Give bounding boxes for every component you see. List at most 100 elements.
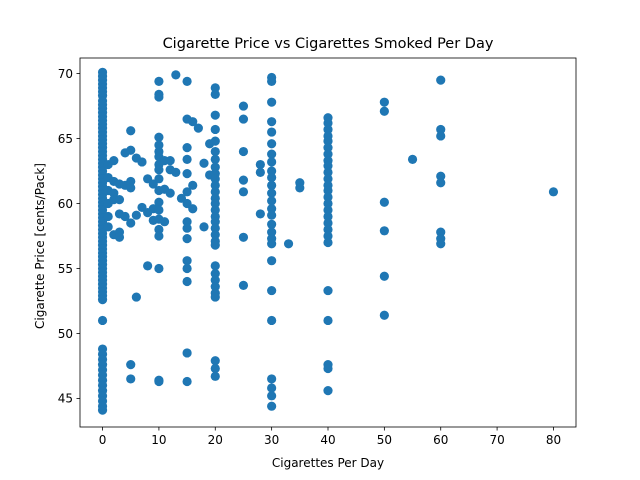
data-point [323, 136, 333, 146]
data-point [323, 205, 333, 215]
data-point [97, 315, 108, 326]
data-point [193, 123, 203, 133]
data-point [154, 174, 164, 184]
data-point [182, 169, 192, 179]
data-point [103, 222, 113, 232]
data-point [126, 126, 136, 136]
data-point [267, 239, 277, 249]
y-tick-label: 50 [58, 327, 73, 341]
data-point [323, 143, 333, 153]
data-point [436, 75, 446, 85]
data-point [210, 292, 220, 302]
data-point [323, 118, 333, 128]
data-point [267, 117, 277, 127]
data-point [210, 261, 220, 271]
data-point [159, 217, 170, 227]
data-point [210, 124, 220, 135]
data-point [154, 263, 164, 274]
data-point [323, 167, 333, 177]
data-point [267, 166, 277, 176]
data-point [154, 224, 164, 235]
x-tick-label: 50 [377, 433, 392, 447]
data-point [267, 401, 277, 411]
data-point [323, 185, 333, 196]
data-point [210, 240, 220, 250]
y-tick-label: 60 [58, 197, 73, 211]
x-tick-label: 20 [208, 433, 223, 447]
data-point [210, 275, 220, 285]
data-point [267, 76, 277, 86]
data-point [210, 282, 220, 292]
data-point [210, 356, 220, 366]
data-point [154, 197, 164, 207]
data-point [238, 114, 249, 124]
data-point [379, 197, 389, 207]
data-point [323, 174, 333, 184]
data-point [210, 363, 220, 374]
data-point [436, 124, 446, 135]
data-point [238, 146, 249, 157]
data-point [210, 223, 220, 233]
data-point [323, 224, 333, 235]
data-point [323, 192, 333, 202]
data-point [120, 211, 130, 222]
data-point [323, 218, 333, 228]
data-point [436, 227, 446, 237]
data-point [154, 165, 164, 175]
data-point [182, 143, 192, 153]
data-point [109, 156, 119, 166]
data-point [154, 205, 164, 215]
data-point [109, 188, 119, 198]
data-point [154, 76, 164, 86]
data-point [379, 226, 389, 236]
data-point [199, 222, 209, 232]
data-point [267, 285, 277, 296]
data-point [210, 187, 220, 197]
x-tick-label: 80 [546, 433, 561, 447]
data-point [238, 175, 249, 185]
data-point [188, 204, 198, 214]
data-point [407, 154, 418, 164]
data-point [267, 374, 277, 384]
data-point [295, 183, 305, 193]
chart-title: Cigarette Price vs Cigarettes Smoked Per… [163, 36, 494, 52]
data-point [210, 154, 220, 164]
data-point [210, 162, 220, 172]
data-point [210, 230, 220, 240]
data-point [323, 363, 333, 374]
data-point [379, 271, 389, 281]
data-point [210, 217, 220, 227]
data-point [255, 167, 265, 177]
data-point [323, 198, 333, 209]
data-point [283, 239, 294, 249]
data-points [97, 67, 559, 415]
data-point [436, 131, 446, 141]
y-tick-label: 65 [58, 132, 73, 146]
data-point [143, 261, 153, 271]
data-point [199, 158, 209, 168]
data-point [323, 386, 333, 396]
data-point [182, 223, 192, 233]
data-point [267, 391, 277, 401]
data-point [171, 167, 181, 177]
data-point [267, 210, 277, 220]
data-point [182, 76, 192, 86]
data-point [126, 360, 136, 370]
data-point [165, 188, 175, 198]
data-point [267, 127, 277, 137]
data-point [267, 188, 277, 198]
data-point [379, 97, 389, 107]
data-point [154, 231, 164, 241]
data-point [182, 256, 192, 266]
x-tick-label: 40 [320, 433, 335, 447]
data-point [267, 219, 277, 229]
data-point [210, 174, 220, 184]
y-tick-label: 70 [58, 67, 73, 81]
data-point [238, 280, 249, 290]
data-point [154, 132, 164, 142]
data-point [323, 237, 333, 248]
data-point [126, 218, 136, 228]
data-point [154, 92, 164, 102]
x-tick-label: 60 [433, 433, 448, 447]
data-point [323, 124, 333, 135]
